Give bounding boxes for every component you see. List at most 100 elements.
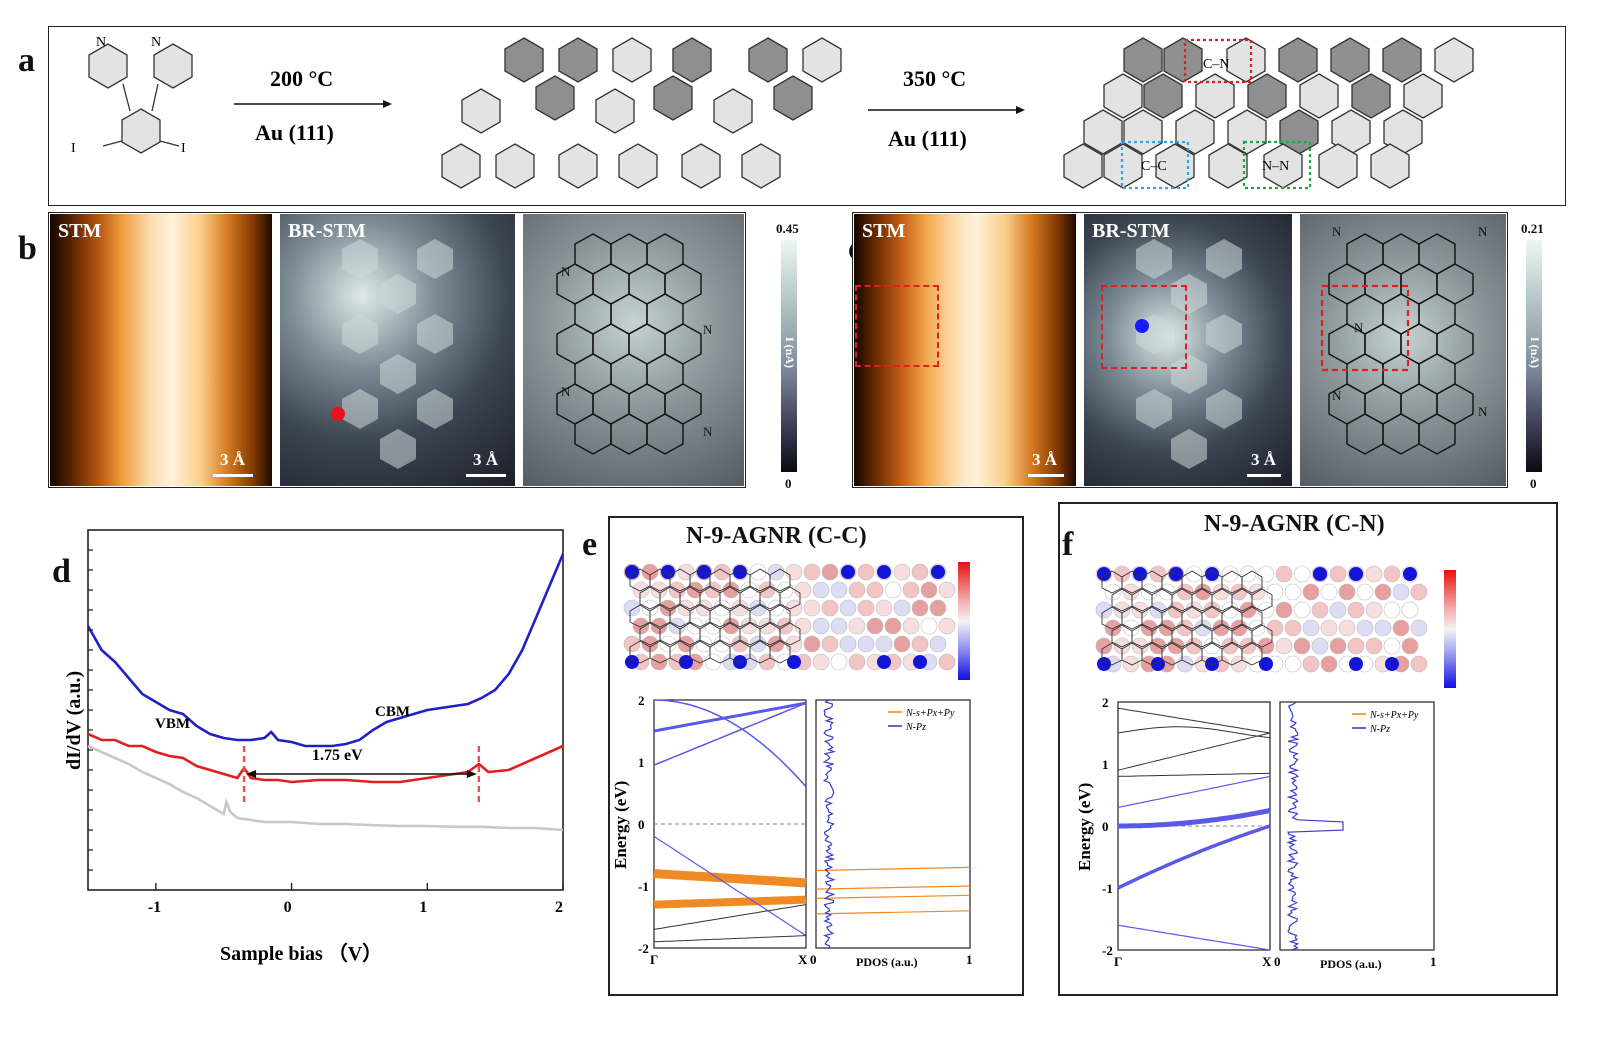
- panel_f-pdos-frame: [1279, 701, 1435, 951]
- panel_e-pdos-frame: [815, 699, 971, 949]
- charge-site: [1401, 601, 1419, 619]
- panel_e-pdos-curve: [822, 699, 836, 949]
- charge-site: [1356, 583, 1374, 601]
- panel-d-gap-arrowhead-right: [466, 770, 477, 778]
- charge-site: [1365, 565, 1383, 583]
- charge-site-n: [1385, 657, 1399, 671]
- charge-site: [1374, 583, 1392, 601]
- panel-c-colorbar-min: 0: [1530, 476, 1537, 491]
- charge-site-n: [1259, 657, 1273, 671]
- panel_e-band: [653, 935, 807, 943]
- charge-site: [929, 635, 947, 653]
- charge-site: [1374, 619, 1392, 637]
- panel-d-plot-frame: [87, 529, 564, 891]
- charge-site: [1257, 565, 1275, 583]
- charge-site: [803, 635, 821, 653]
- panel_f-ytick-1: -1: [1102, 881, 1113, 896]
- charge-site: [1383, 601, 1401, 619]
- panel_f-kpoint-gamma: Γ: [1114, 954, 1122, 969]
- panel_f-kpoint-x: X: [1262, 954, 1272, 969]
- panel-b-brstm-hexes: [342, 239, 453, 469]
- panel_e-ylabel: Energy (eV): [612, 781, 630, 869]
- charge-site: [713, 563, 731, 581]
- panel-e-charge-colorbar: [958, 562, 970, 680]
- bond-label-nn: N–N: [1262, 159, 1289, 174]
- charge-site: [911, 599, 929, 617]
- panel-c-colorbar: [1526, 240, 1542, 472]
- panel_e-band: [653, 699, 807, 788]
- charge-site: [749, 563, 767, 581]
- charge-site: [830, 581, 848, 599]
- charge-site: [803, 599, 821, 617]
- panel-d-chart: -1 0 1 2 dI/dV (a.u.) Sample bias （V） VBM C…: [63, 529, 565, 965]
- charge-site: [821, 563, 839, 581]
- panel-c-scale-label-1: 3 Å: [1032, 450, 1058, 469]
- highlight-cc: [1120, 140, 1190, 190]
- panel-label-a: a: [18, 42, 35, 79]
- panel-b-model-overlay: N N N N: [556, 233, 713, 455]
- panel_f-pdos-tick-1: 1: [1430, 954, 1437, 969]
- panel_f-xlabel: PDOS (a.u.): [1320, 957, 1382, 971]
- panel-a-frame: [48, 26, 1566, 206]
- charge-site: [830, 653, 848, 671]
- panel-label-e: e: [582, 526, 598, 563]
- charge-site-n: [1313, 567, 1327, 581]
- panel-d-xtick-0: -1: [148, 899, 161, 916]
- panel_f-band: [1117, 732, 1271, 771]
- panel-b-marker-dot: [331, 407, 345, 421]
- charge-site: [1329, 565, 1347, 583]
- charge-site-n: [931, 565, 945, 579]
- model-c-n-1: N: [1332, 224, 1342, 239]
- panel-b-colorbar-unit: I (nA): [783, 336, 798, 369]
- panel-c-stm-image: [854, 214, 1076, 486]
- charge-site: [1095, 637, 1113, 655]
- panel-c-brstm-highlight: [1101, 285, 1187, 369]
- charge-site: [1365, 637, 1383, 655]
- panel-f-charge-map: [1095, 565, 1428, 673]
- step2-temp: 350 °C: [903, 66, 966, 91]
- lattice-hex: [769, 568, 791, 592]
- panel_f-ytick-4: 2: [1102, 695, 1109, 710]
- panel_e-band: [653, 835, 807, 937]
- charge-site: [920, 617, 938, 635]
- panel-d-gap: 1.75 eV: [312, 747, 363, 764]
- panel-c-stm-label: STM: [862, 220, 906, 242]
- charge-site: [1284, 619, 1302, 637]
- panel-a-scheme: N N I I 200 °C Au (111) 350 °C Au (111) …: [71, 35, 1474, 190]
- charge-site: [1149, 565, 1167, 583]
- charge-site: [911, 635, 929, 653]
- charge-site: [1293, 601, 1311, 619]
- charge-site-n: [841, 565, 855, 579]
- lattice-hex: [779, 622, 801, 646]
- charge-site: [1338, 619, 1356, 637]
- panel-d-xlabel: Sample bias （V）: [220, 942, 382, 965]
- panel-e-title: N-9-AGNR (C-C): [686, 523, 867, 549]
- charge-site: [1275, 601, 1293, 619]
- charge-site: [1302, 583, 1320, 601]
- charge-site: [1329, 601, 1347, 619]
- charge-site-n: [661, 565, 675, 579]
- lattice-hex: [1241, 606, 1263, 630]
- panel_f-band: [1117, 726, 1271, 739]
- charge-site: [1275, 565, 1293, 583]
- charge-site-n: [877, 565, 891, 579]
- panel_f-band: [1117, 824, 1271, 890]
- model-b-n-2: N: [703, 322, 713, 337]
- bond-label-cc: C–C: [1141, 159, 1167, 174]
- panel_e-band: [653, 702, 807, 766]
- charge-site: [1239, 565, 1257, 583]
- charge-site: [920, 581, 938, 599]
- charge-site: [1221, 637, 1239, 655]
- panel_f-ytick-3: 1: [1102, 757, 1109, 772]
- charge-site: [1185, 601, 1203, 619]
- charge-site: [821, 635, 839, 653]
- charge-site: [821, 599, 839, 617]
- charge-site: [839, 635, 857, 653]
- charge-site: [893, 635, 911, 653]
- panel-d-series-0: [86, 553, 565, 748]
- charge-site: [1347, 637, 1365, 655]
- step1-substrate: Au (111): [255, 120, 334, 145]
- lattice-hex: [1241, 642, 1263, 666]
- charge-site: [884, 617, 902, 635]
- panel-b-scale-label-1: 3 Å: [220, 450, 246, 469]
